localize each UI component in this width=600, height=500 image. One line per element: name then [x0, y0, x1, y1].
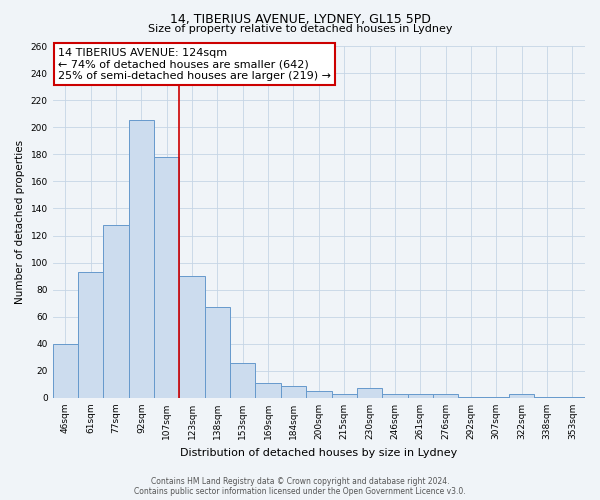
Bar: [256, 383, 281, 398]
Bar: [281, 386, 306, 398]
Bar: [78, 272, 103, 398]
Bar: [357, 388, 382, 398]
Bar: [560, 396, 585, 398]
Bar: [53, 344, 78, 398]
Bar: [407, 394, 433, 398]
Bar: [129, 120, 154, 398]
Bar: [205, 307, 230, 398]
Text: 14, TIBERIUS AVENUE, LYDNEY, GL15 5PD: 14, TIBERIUS AVENUE, LYDNEY, GL15 5PD: [170, 12, 430, 26]
Bar: [179, 276, 205, 398]
Bar: [433, 394, 458, 398]
Text: 14 TIBERIUS AVENUE: 124sqm
← 74% of detached houses are smaller (642)
25% of sem: 14 TIBERIUS AVENUE: 124sqm ← 74% of deta…: [58, 48, 331, 81]
Bar: [535, 396, 560, 398]
Bar: [458, 396, 484, 398]
Text: Contains HM Land Registry data © Crown copyright and database right 2024.
Contai: Contains HM Land Registry data © Crown c…: [134, 476, 466, 496]
Bar: [103, 224, 129, 398]
Bar: [509, 394, 535, 398]
Bar: [306, 391, 332, 398]
Bar: [382, 394, 407, 398]
Bar: [484, 396, 509, 398]
Bar: [154, 157, 179, 398]
Y-axis label: Number of detached properties: Number of detached properties: [15, 140, 25, 304]
Text: Size of property relative to detached houses in Lydney: Size of property relative to detached ho…: [148, 24, 452, 34]
X-axis label: Distribution of detached houses by size in Lydney: Distribution of detached houses by size …: [180, 448, 457, 458]
Bar: [332, 394, 357, 398]
Bar: [230, 362, 256, 398]
